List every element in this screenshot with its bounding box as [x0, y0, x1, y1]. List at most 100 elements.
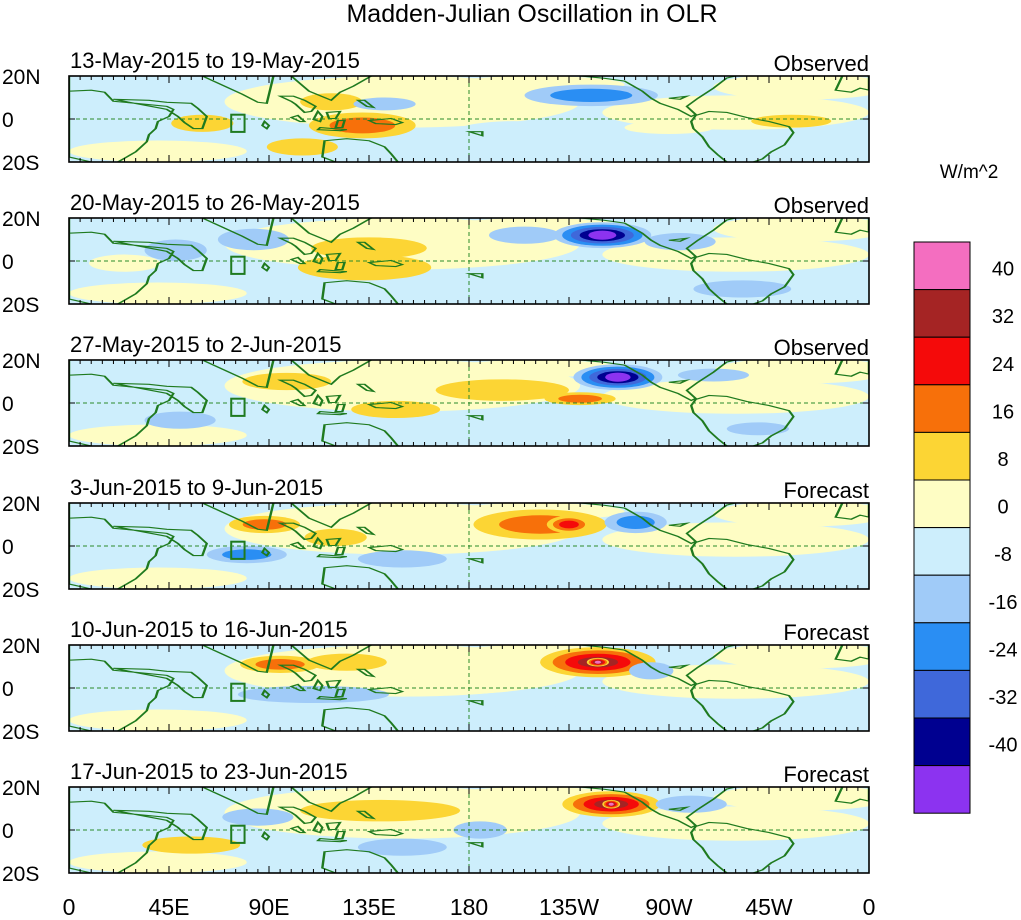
- colorbar-tick-label: 0: [997, 497, 1008, 519]
- anomaly-contour: [237, 685, 389, 704]
- anomaly-contour: [357, 838, 447, 856]
- anomaly-contour: [242, 372, 332, 391]
- panel-date-range: 27-May-2015 to 2-Jun-2015: [70, 332, 342, 357]
- anomaly-contour: [455, 121, 572, 143]
- lon-tick-label: 90W: [645, 894, 693, 920]
- panel-kind-label: Forecast: [783, 762, 869, 787]
- panel-date-range: 10-Jun-2015 to 16-Jun-2015: [70, 617, 348, 642]
- lat-tick-label: 20N: [2, 350, 41, 373]
- anomaly-contour: [89, 254, 161, 272]
- anomaly-contour: [616, 515, 655, 529]
- anomaly-contour: [300, 799, 461, 822]
- anomaly-contour: [300, 93, 363, 111]
- anomaly-contour: [713, 360, 869, 384]
- colorbar-tick-label: 8: [997, 449, 1008, 471]
- map-panel: 20N 0 20S 27-May-2015 to 2-Jun-2015 Observed: [2, 332, 870, 459]
- panel-kind-label: Observed: [774, 335, 869, 360]
- panel-kind-label: Observed: [774, 193, 869, 218]
- map-panel: 20N 0 20S 17-Jun-2015 to 23-Jun-2015 Forecas…: [2, 759, 870, 886]
- anomaly-contour: [602, 522, 869, 557]
- panel-kind-label: Forecast: [783, 620, 869, 645]
- map-panel: 20N 0 20S 10-Jun-2015 to 16-Jun-2015 Forecas…: [2, 617, 870, 744]
- colorbar-swatch: [913, 574, 971, 624]
- anomaly-contour: [222, 549, 272, 560]
- anomaly-contour: [713, 503, 869, 527]
- anomaly-contour: [713, 787, 869, 811]
- anomaly-contour: [605, 372, 631, 382]
- lon-tick-label: 45W: [745, 894, 793, 920]
- region-box: [230, 540, 246, 560]
- colorbar-swatch: [913, 622, 971, 671]
- anomaly-contour: [751, 114, 832, 128]
- anomaly-contour: [713, 218, 869, 242]
- lat-tick-label: 0: [2, 678, 14, 701]
- anomaly-contour: [489, 226, 561, 244]
- lat-tick-label: 20N: [2, 208, 41, 231]
- anomaly-contour: [550, 88, 633, 102]
- anomaly-contour: [69, 709, 247, 731]
- anomaly-contour: [726, 422, 790, 436]
- anomaly-contour: [608, 802, 614, 806]
- lat-tick-label: 20S: [2, 721, 39, 744]
- anomaly-contour: [255, 659, 305, 670]
- lat-tick-label: 0: [2, 536, 14, 559]
- panel-date-range: 17-Jun-2015 to 23-Jun-2015: [70, 759, 348, 784]
- anomaly-contour: [69, 140, 247, 162]
- anomaly-contour: [442, 556, 541, 574]
- lon-tick-label: 0: [63, 894, 76, 920]
- colorbar-swatch: [913, 241, 971, 291]
- anomaly-contour: [217, 228, 289, 251]
- lat-tick-label: 20S: [2, 579, 39, 602]
- colorbar-tick-label: -8: [994, 544, 1012, 566]
- lat-tick-label: 20S: [2, 294, 39, 317]
- colorbar-tick-label: -32: [989, 687, 1018, 709]
- anomaly-contour: [693, 280, 792, 298]
- chart-title: Madden-Julian Oscillation in OLR: [346, 0, 717, 28]
- anomaly-contour: [677, 368, 749, 382]
- colorbar-swatch: [913, 479, 971, 529]
- region-box: [230, 682, 246, 702]
- anomaly-contour: [144, 411, 216, 429]
- panel-kind-label: Forecast: [783, 478, 869, 503]
- colorbar-tick-label: 16: [992, 401, 1014, 423]
- anomaly-contour: [69, 851, 247, 873]
- colorbar-tick-label: -24: [989, 639, 1018, 661]
- lon-tick-label: 135E: [342, 894, 396, 920]
- lon-tick-label: 135W: [539, 894, 599, 920]
- colorbar-tick-label: -40: [989, 735, 1018, 757]
- lat-tick-label: 0: [2, 109, 14, 132]
- colorbar-tick-label: 40: [992, 259, 1014, 281]
- anomaly-contour: [266, 138, 338, 156]
- anomaly-contour: [453, 821, 507, 839]
- anomaly-contour: [69, 282, 247, 304]
- lat-tick-label: 20S: [2, 152, 39, 175]
- colorbar-tick-label: 32: [992, 306, 1014, 328]
- anomaly-contour: [306, 653, 387, 671]
- anomaly-contour: [460, 692, 567, 710]
- anomaly-contour: [594, 660, 602, 664]
- anomaly-contour: [629, 662, 674, 680]
- colorbar: W/m^2 40 32 24 16 8 0 -8 -16 -24 -32 -40: [913, 162, 1018, 814]
- anomaly-contour: [602, 379, 869, 414]
- region-box: [230, 255, 246, 275]
- anomaly-contour: [357, 550, 447, 568]
- anomaly-contour: [713, 76, 869, 100]
- lon-tick-label: 0: [863, 894, 876, 920]
- lat-tick-label: 20S: [2, 436, 39, 459]
- colorbar-swatch: [913, 431, 971, 481]
- colorbar-swatch: [913, 765, 971, 814]
- lat-tick-label: 0: [2, 393, 14, 416]
- region-box: [230, 113, 246, 133]
- lat-tick-label: 20N: [2, 635, 41, 658]
- lat-tick-label: 0: [2, 820, 14, 843]
- region-box: [230, 397, 246, 417]
- region-box: [230, 824, 246, 844]
- anomaly-contour: [389, 675, 461, 693]
- anomaly-contour: [69, 567, 247, 589]
- panel-date-range: 3-Jun-2015 to 9-Jun-2015: [70, 475, 323, 500]
- colorbar-swatch: [913, 717, 971, 767]
- anomaly-contour: [713, 645, 869, 669]
- colorbar-swatch: [913, 669, 971, 719]
- anomaly-contour: [171, 114, 234, 132]
